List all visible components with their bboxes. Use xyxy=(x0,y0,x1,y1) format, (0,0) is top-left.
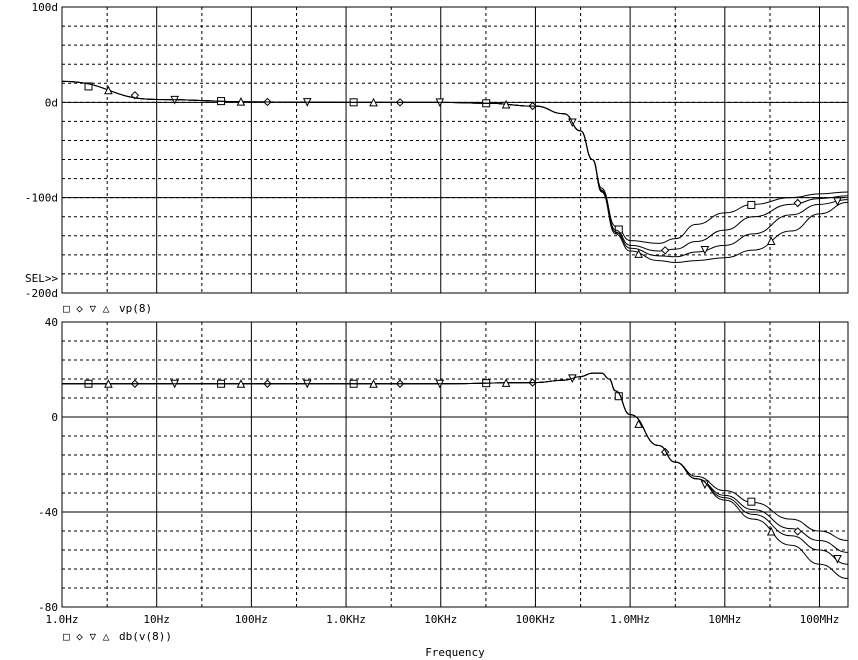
magnitude-marker-triangle-up xyxy=(369,379,378,388)
x-axis-label: Frequency xyxy=(425,646,485,659)
phase-legend-markers: □ ◇ ▽ △ xyxy=(63,302,110,315)
x-tick-label: 1.0KHz xyxy=(326,613,366,626)
x-tick-label: 10KHz xyxy=(424,613,457,626)
phase-marker-diamond xyxy=(660,246,670,255)
phase-legend-label: vp(8) xyxy=(119,302,152,315)
phase-marker-triangle-up xyxy=(766,236,776,246)
magnitude-marker-triangle-up xyxy=(104,379,113,388)
phase-marker-triangle-up xyxy=(501,99,511,109)
magnitude-frame xyxy=(61,321,849,608)
magnitude-marker-diamond xyxy=(793,527,802,536)
phase-marker-triangle-up xyxy=(369,97,378,107)
magnitude-series-triangle-down xyxy=(61,372,849,565)
magnitude-marker-triangle-up xyxy=(501,378,511,387)
phase-panel: 100d 0d -100d -200d xyxy=(25,1,849,300)
x-tick-label: 10MHz xyxy=(708,613,741,626)
x-tick-label: 1.0MHz xyxy=(610,613,650,626)
phase-y-tick-label: 0d xyxy=(45,96,58,109)
magnitude-legend-markers: □ ◇ ▽ △ xyxy=(63,630,110,643)
phase-y-tick-label: 100d xyxy=(32,1,59,14)
magnitude-y-tick-label: -40 xyxy=(38,506,58,519)
x-tick-label: 1.0Hz xyxy=(45,613,78,626)
magnitude-marker-triangle-up xyxy=(766,526,776,536)
phase-marker-triangle-up xyxy=(104,85,113,95)
x-tick-label: 100MHz xyxy=(800,613,840,626)
magnitude-y-tick-label: -80 xyxy=(38,601,58,614)
phase-marker-triangle-down xyxy=(700,245,710,255)
phase-series-diamond xyxy=(61,80,849,252)
x-tick-label: 100KHz xyxy=(516,613,556,626)
magnitude-marker-square xyxy=(747,497,756,506)
magnitude-y-tick-label: 40 xyxy=(45,316,58,329)
phase-marker-diamond xyxy=(793,198,802,208)
phase-y-tick-label: -200d xyxy=(25,287,58,300)
phase-marker-square xyxy=(747,200,756,209)
x-tick-label: 10Hz xyxy=(143,613,170,626)
phase-marker-triangle-up xyxy=(634,249,643,258)
magnitude-series-diamond xyxy=(61,372,849,553)
phase-series-triangle-up xyxy=(61,80,849,263)
phase-marker-diamond xyxy=(130,91,140,100)
magnitude-marker-triangle-down xyxy=(833,554,842,564)
phase-series-square xyxy=(61,80,849,244)
phase-marker-triangle-up xyxy=(236,96,246,106)
magnitude-y-tick-label: 0 xyxy=(51,411,58,424)
phase-marker-triangle-down xyxy=(833,197,842,206)
magnitude-legend-label: db(v(8)) xyxy=(119,630,172,643)
x-tick-label: 100Hz xyxy=(235,613,268,626)
magnitude-marker-triangle-up xyxy=(634,419,643,428)
magnitude-series-triangle-up xyxy=(61,372,849,579)
magnitude-panel: 40 0 -40 -801.0Hz 10Hz 100Hz 1.0KHz 10KHz 100KHz… xyxy=(38,316,849,626)
sel-marker[interactable]: SEL>> xyxy=(25,272,58,285)
magnitude-marker-triangle-up xyxy=(236,379,246,388)
phase-series-triangle-down xyxy=(61,80,849,258)
phase-frame xyxy=(61,6,849,294)
phase-y-tick-label: -100d xyxy=(25,192,58,205)
phase-marker-square xyxy=(84,82,93,91)
